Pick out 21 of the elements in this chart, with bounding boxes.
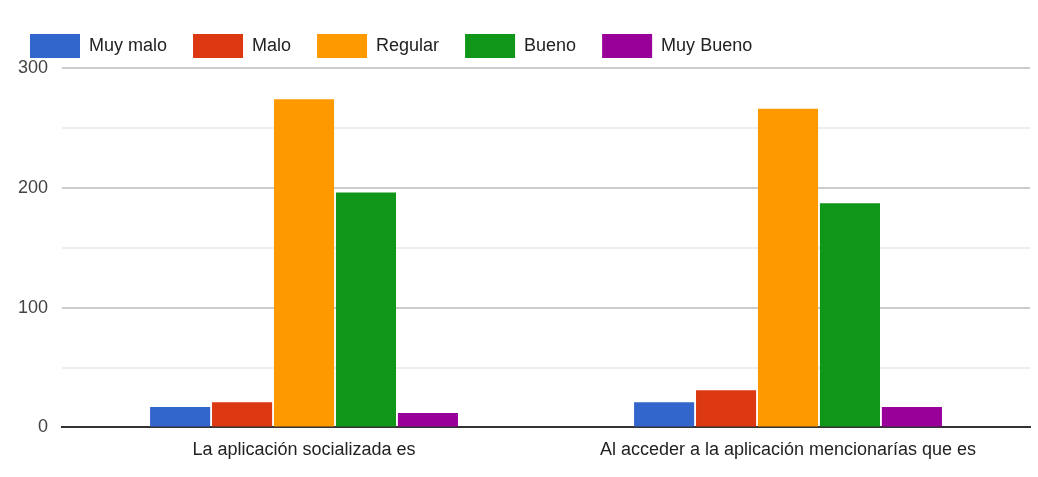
legend-label: Regular <box>376 34 440 55</box>
y-tick-label: 300 <box>17 56 49 77</box>
x-tick-label: Al acceder a la aplicación mencionarías que es <box>599 439 977 460</box>
bar <box>696 390 757 427</box>
bar <box>150 407 211 427</box>
bar <box>757 108 819 427</box>
legend-label: Muy Bueno <box>661 34 753 55</box>
bar <box>819 203 880 427</box>
y-tick-label: 100 <box>17 296 49 317</box>
bar <box>397 413 458 427</box>
bar <box>335 192 397 427</box>
legend-label: Bueno <box>524 34 577 55</box>
bar <box>881 407 942 427</box>
bar <box>212 402 273 427</box>
y-tick-label: 0 <box>38 416 49 437</box>
y-tick-label: 200 <box>17 176 49 197</box>
x-tick-label: La aplicación socializada es <box>192 439 416 460</box>
legend-label: Muy malo <box>89 34 168 55</box>
bar <box>634 402 695 427</box>
legend-label: Malo <box>252 34 292 55</box>
bar <box>273 99 335 427</box>
